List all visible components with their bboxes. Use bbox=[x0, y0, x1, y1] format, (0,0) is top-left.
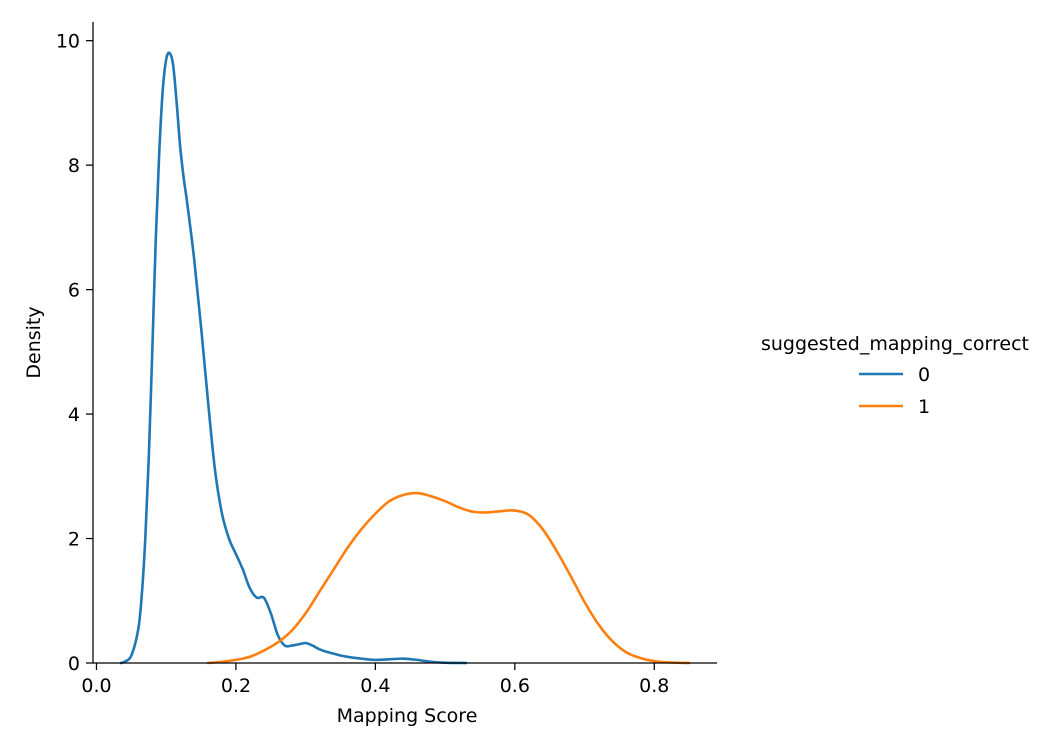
axes: 0.0 0.2 0.4 0.6 0.8 0 2 4 6 8 10 Mapping Score Densi… bbox=[23, 22, 717, 727]
y-axis-label: Density bbox=[23, 306, 45, 378]
series-line-0 bbox=[119, 51, 468, 665]
x-axis-label: Mapping Score bbox=[337, 705, 478, 727]
x-tick-label: 0.4 bbox=[360, 675, 390, 697]
legend: suggested_mapping_correct 0 1 bbox=[761, 333, 1029, 418]
y-tick-label: 4 bbox=[68, 404, 80, 426]
series-line-1 bbox=[206, 491, 691, 665]
y-tick-label: 10 bbox=[56, 31, 80, 53]
legend-label-1: 1 bbox=[918, 396, 930, 418]
x-tick-label: 0.2 bbox=[221, 675, 251, 697]
x-tick-label: 0.0 bbox=[81, 675, 111, 697]
legend-label-0: 0 bbox=[918, 364, 930, 386]
plot-area bbox=[119, 51, 691, 665]
x-tick-label: 0.6 bbox=[500, 675, 530, 697]
y-tick-label: 6 bbox=[68, 280, 80, 302]
legend-title: suggested_mapping_correct bbox=[761, 333, 1029, 355]
y-tick-label: 8 bbox=[68, 155, 80, 177]
y-tick-label: 0 bbox=[68, 653, 80, 675]
x-tick-label: 0.8 bbox=[639, 675, 669, 697]
y-tick-label: 2 bbox=[68, 529, 80, 551]
